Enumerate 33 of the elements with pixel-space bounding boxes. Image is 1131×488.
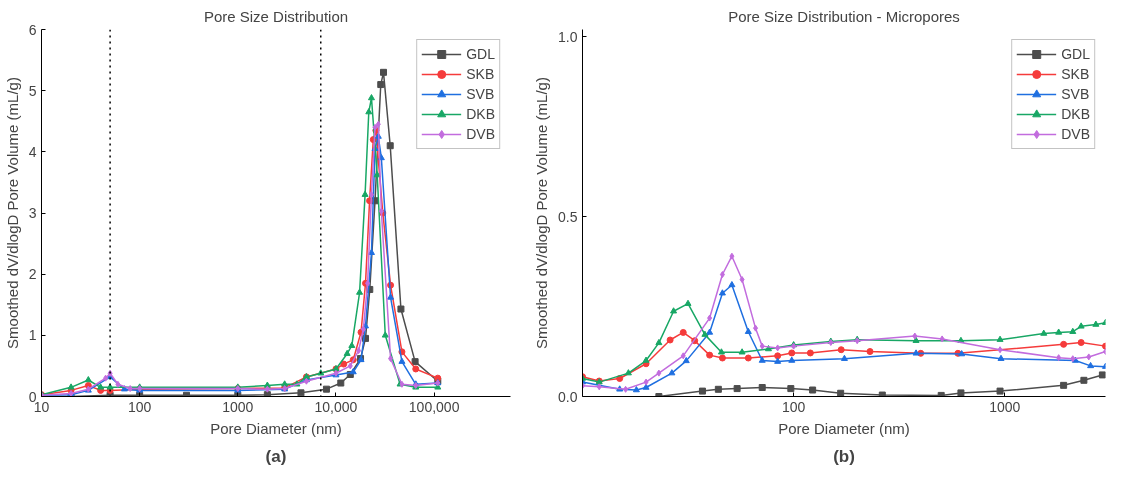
y-tick-label: 6: [28, 21, 37, 38]
y-axis-title: Smoothed dV/dlogD Pore Volume (mL/g): [533, 77, 551, 349]
x-tick-label: 1000: [989, 398, 1021, 415]
y-tick-label: 1: [28, 327, 37, 344]
text: (b): [833, 446, 855, 466]
y-tick-label: 5: [28, 82, 37, 99]
x-axis-title: Pore Diameter (nm): [778, 419, 910, 437]
y-tick-label: 1.0: [558, 28, 578, 45]
legend-label: SVB: [466, 86, 495, 102]
legend-label: SKB: [466, 66, 495, 82]
y-tick-label: 3: [28, 205, 37, 221]
x-axis-title: Pore Diameter (nm): [210, 419, 342, 437]
x-tick-label: 100: [127, 398, 152, 415]
y-tick-label: 0.5: [558, 208, 578, 225]
legend-label: SKB: [1061, 66, 1090, 82]
legend-label: DVB: [466, 126, 495, 142]
legend-label: DVB: [1061, 126, 1090, 142]
x-tick-label: 100,000: [408, 398, 460, 415]
legend-label: DKB: [1061, 106, 1090, 122]
x-tick-label: 1000: [222, 398, 254, 415]
legend-label: DKB: [466, 106, 495, 122]
y-tick-label: 4: [28, 143, 37, 160]
y-tick-label: 2: [28, 266, 37, 283]
x-tick-label: 100: [781, 398, 806, 415]
legend-label: GDL: [466, 46, 495, 62]
y-tick-label: 0.0: [558, 388, 578, 405]
chart-title: Pore Size Distribution - Micropores: [728, 7, 960, 25]
x-tick-label: 10,000: [314, 398, 358, 415]
text: (a): [265, 446, 287, 466]
y-axis-title: Smoothed dV/dlogD Pore Volume (mL/g): [3, 77, 21, 349]
legend-label: SVB: [1061, 86, 1090, 102]
legend-label: GDL: [1061, 46, 1090, 62]
chart-title: Pore Size Distribution: [203, 7, 349, 25]
